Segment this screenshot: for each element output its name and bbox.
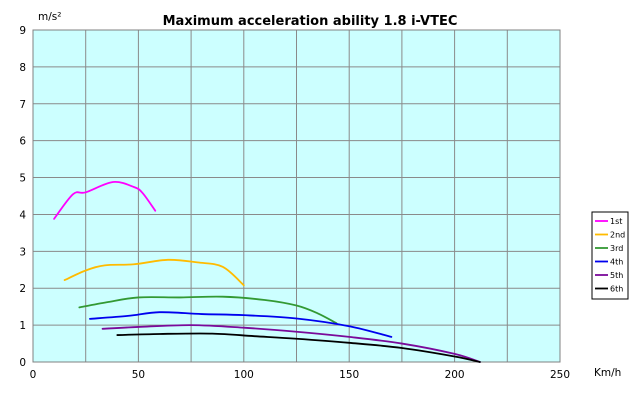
series-lines — [53, 180, 481, 363]
x-tick-label: 150 — [339, 369, 359, 381]
y-tick-label: 2 — [19, 283, 26, 295]
x-tick-label: 200 — [445, 369, 465, 381]
chart-title: Maximum acceleration ability 1.8 i-VTEC — [163, 14, 458, 29]
legend-box — [591, 211, 629, 300]
x-tick-label: 100 — [234, 369, 254, 381]
y-tick-label: 9 — [19, 25, 26, 37]
y-tick-label: 8 — [19, 62, 26, 74]
x-tick-labels: 0 50 100 150 200 250 — [30, 369, 570, 381]
legend-label: 4th — [610, 258, 623, 267]
series-line-6th — [116, 332, 481, 363]
y-tick-label: 5 — [19, 173, 26, 185]
legend: 1st 2nd 3rd 4th 5th 6th — [591, 211, 629, 300]
plot-border — [32, 29, 561, 363]
legend-label: 1st — [610, 217, 622, 226]
x-tick-label: 250 — [550, 369, 570, 381]
legend-label: 5th — [610, 271, 623, 280]
series-line-5th — [101, 324, 481, 363]
x-axis-unit-label: Km/h — [594, 367, 621, 379]
y-tick-label: 3 — [19, 246, 26, 258]
legend-label: 6th — [610, 285, 623, 294]
x-tick-label: 50 — [132, 369, 145, 381]
y-tick-label: 7 — [19, 99, 26, 111]
series-line-1st — [53, 180, 157, 220]
y-tick-label: 1 — [19, 320, 26, 332]
y-tick-label: 4 — [19, 209, 26, 221]
y-tick-label: 0 — [19, 357, 26, 369]
series-line-4th — [89, 311, 393, 338]
y-tick-label: 6 — [19, 136, 26, 148]
series-line-2nd — [63, 258, 245, 287]
series-line-3rd — [78, 295, 338, 325]
y-axis-unit-label: m/s² — [38, 11, 61, 23]
legend-label: 3rd — [610, 244, 623, 253]
y-tick-labels: 0 1 2 3 4 5 6 7 8 9 — [19, 25, 26, 369]
legend-label: 2nd — [610, 231, 625, 240]
x-tick-label: 0 — [30, 369, 37, 381]
